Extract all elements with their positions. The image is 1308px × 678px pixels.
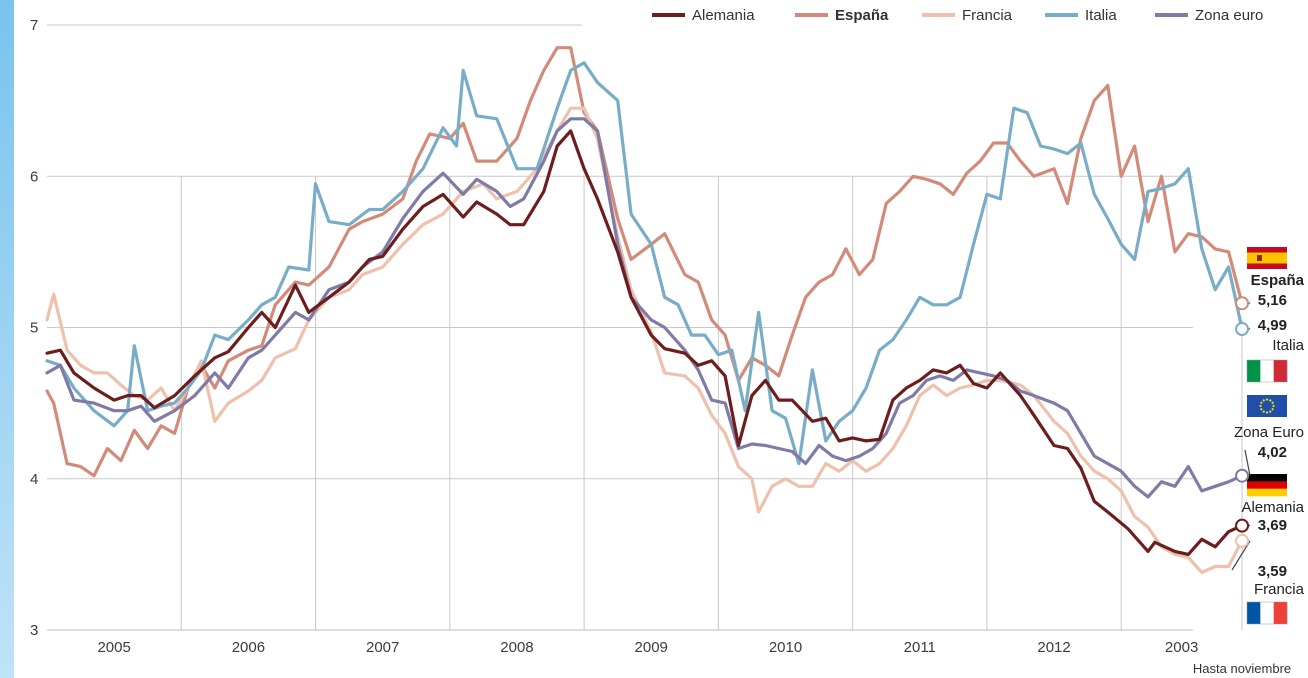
end-label-españa: España [1251,272,1305,289]
legend: Alemania España Francia Italia Zona euro [652,7,1263,24]
grid [47,24,1243,630]
x-axis: 2005 2006 2007 2008 2009 2010 2011 2012 2003 Hast… [47,629,1291,676]
flag-francia-border [1246,601,1288,625]
accent-bar [0,0,14,678]
x-tick-label: 2007 [366,639,399,656]
end-marker-zona-euro [1235,468,1250,483]
legend-label-españa: España [835,7,889,24]
x-tick-label: 2010 [769,639,802,656]
series-line-zona-euro [45,117,1244,499]
end-value-españa: 5,16 [1258,292,1287,309]
y-tick-label: 4 [30,471,38,488]
flag-italia-border [1246,359,1288,383]
end-label-italia: Italia [1272,337,1304,354]
x-tick-label: 2008 [500,639,533,656]
legend-label-francia: Francia [962,7,1013,24]
flag-alemania-stripe [1247,481,1287,489]
series-line-francia [45,106,1244,575]
series-lines [45,46,1244,575]
end-value-zona-euro: 4,02 [1258,444,1287,461]
leader-line-zona-euro [1244,449,1251,476]
flag-italia-stripe [1247,360,1261,382]
end-marker-alemania [1235,518,1250,533]
y-tick-label: 7 [30,17,38,34]
flag-zona-euro-star [1262,399,1265,402]
y-tick-label: 5 [30,320,38,337]
series-line-italia [45,61,1244,466]
x-tick-label: 2012 [1037,639,1070,656]
series-line-alemania [45,129,1244,556]
flag-francia-stripe [1260,602,1274,624]
flag-zona-euro [1247,395,1287,417]
flag-italia-stripe [1273,360,1288,382]
flag-zona-euro-star [1269,399,1272,402]
end-marker-italia [1235,322,1250,337]
y-axis: 3 4 5 6 7 [30,17,38,639]
flag-francia-stripe [1247,602,1261,624]
y-tick-label: 3 [30,622,38,639]
flag-francia-stripe [1273,602,1288,624]
flag-italia-stripe [1260,360,1274,382]
x-tick-label: 2009 [635,639,668,656]
flag-zona-euro-star [1272,404,1275,408]
x-tick-label: 2011 [904,639,936,656]
flag-zona-euro-star [1260,408,1263,411]
end-marker-españa [1235,296,1250,311]
flag-zona-euro-star [1271,408,1274,411]
flag-españa-emblem [1257,255,1262,261]
end-label-alemania: Alemania [1241,499,1304,516]
flag-zona-euro-star [1259,404,1262,408]
end-label-zona-euro: Zona Euro [1234,424,1304,441]
flag-zona-euro-star [1271,401,1274,404]
legend-label-zona-euro: Zona euro [1195,7,1263,24]
flag-zona-euro-star [1262,410,1265,413]
flag-zona-euro-star [1265,411,1269,414]
legend-label-alemania: Alemania [692,7,755,24]
y-tick-label: 6 [30,168,38,185]
x-tick-label: 2005 [97,639,130,656]
flag-zona-euro-star [1260,401,1263,404]
legend-label-italia: Italia [1085,7,1117,24]
flag-alemania-stripe [1247,488,1287,497]
end-value-alemania: 3,69 [1258,517,1287,534]
x-axis-note: Hasta noviembre [1193,661,1291,676]
flag-zona-euro-star [1269,410,1272,413]
x-tick-label: 2006 [232,639,265,656]
end-marker-francia [1235,533,1250,548]
end-value-italia: 4,99 [1258,317,1287,334]
x-tick-label: 2003 [1165,639,1198,656]
flag-zona-euro-star [1265,398,1269,401]
flag-españa-band [1247,252,1287,264]
end-label-francia: Francia [1254,581,1305,598]
series-line-españa [45,46,1244,478]
end-value-francia: 3,59 [1258,563,1287,580]
flag-alemania-stripe [1247,474,1287,482]
